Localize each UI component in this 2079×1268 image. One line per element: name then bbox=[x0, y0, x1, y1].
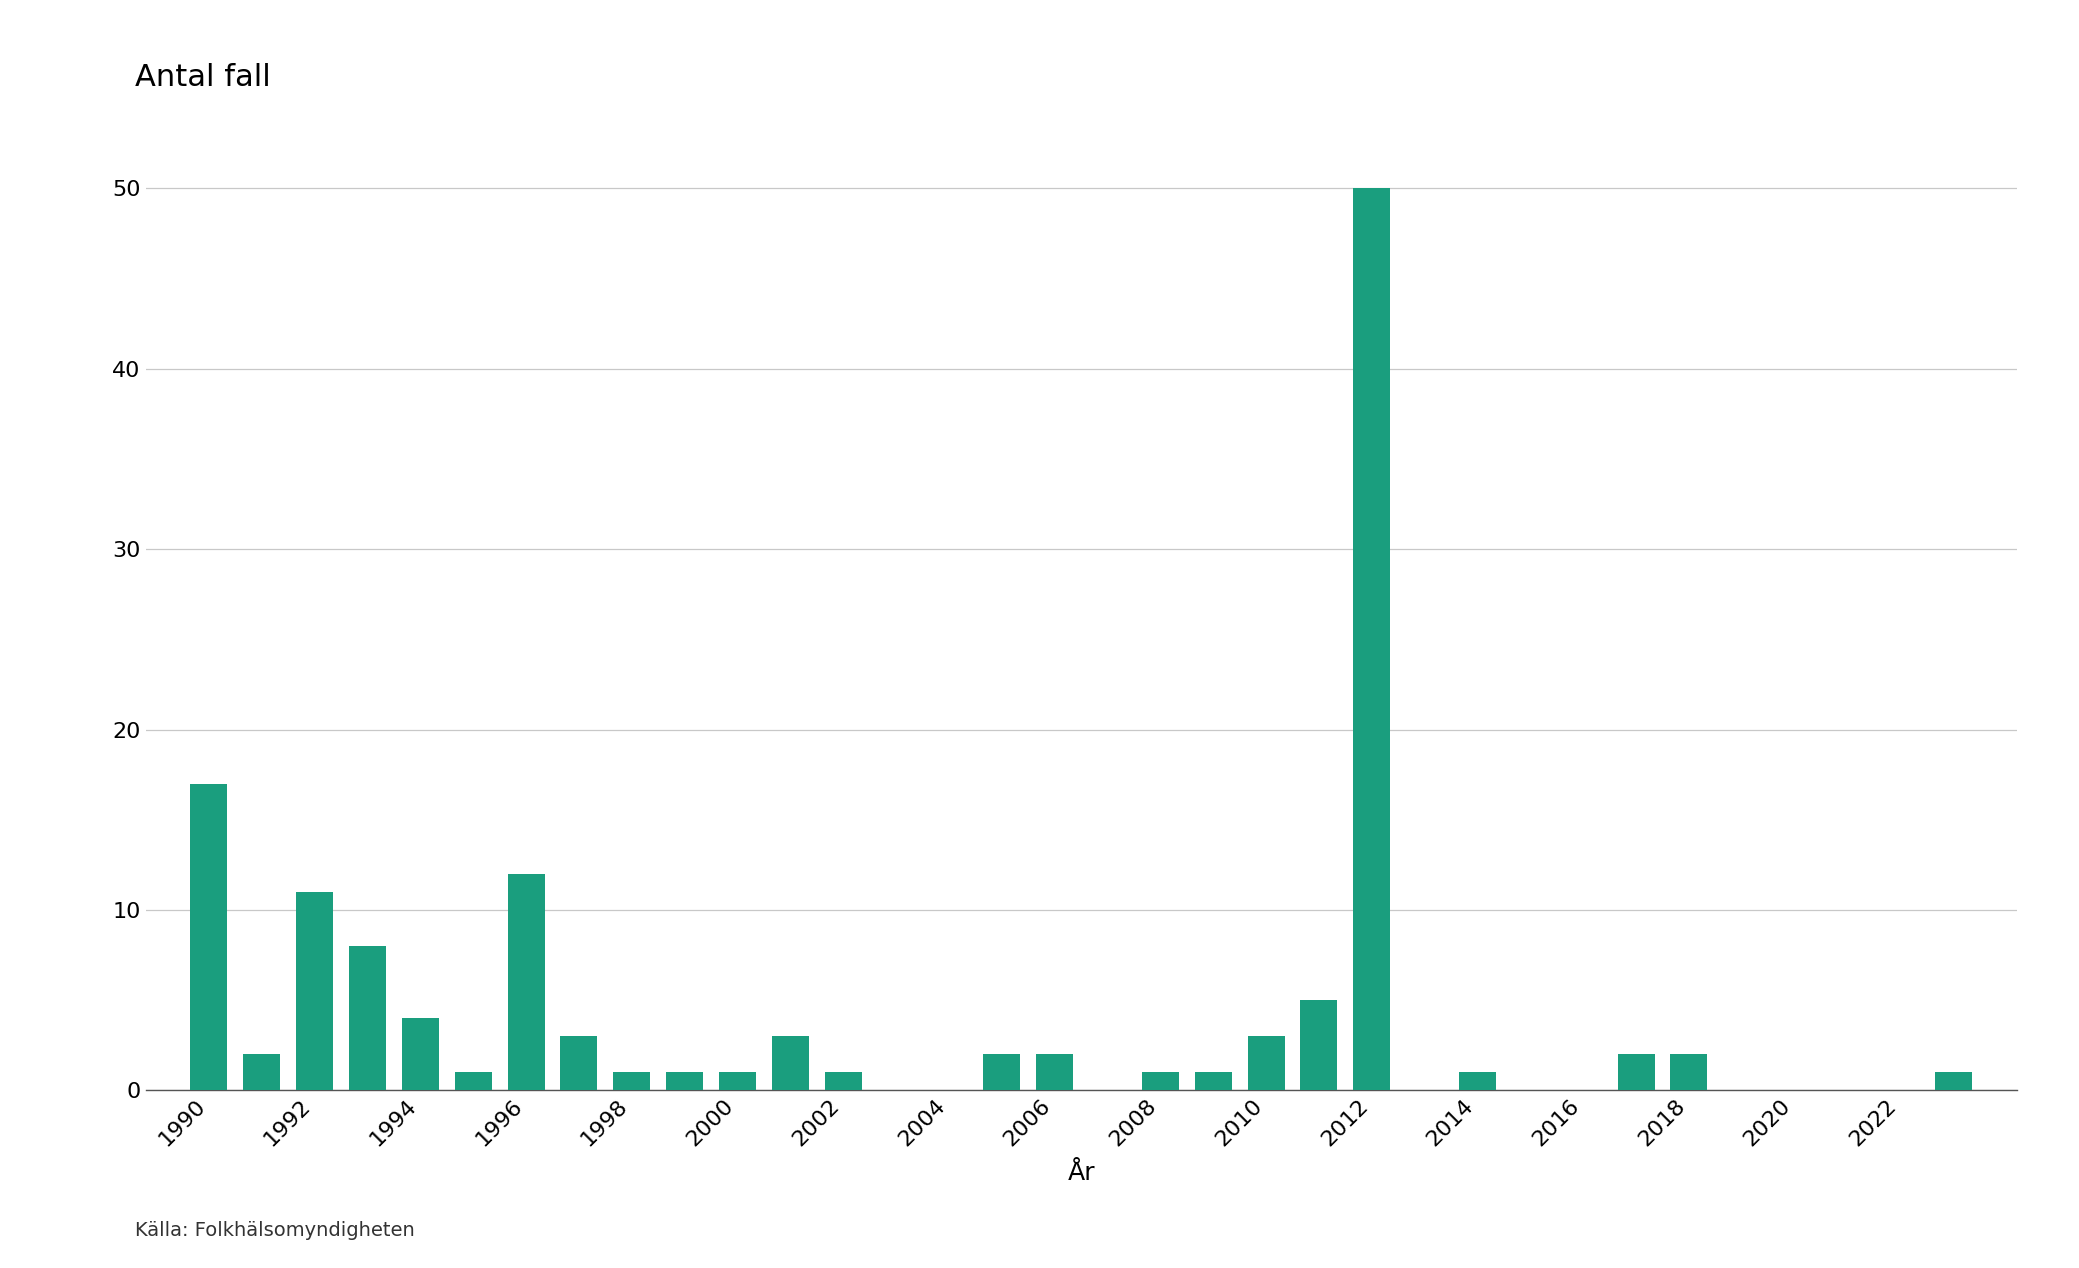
Bar bbox=[401, 1018, 439, 1090]
Bar bbox=[1301, 1000, 1337, 1090]
Bar bbox=[719, 1073, 757, 1090]
Bar bbox=[1247, 1036, 1285, 1090]
Bar bbox=[455, 1073, 493, 1090]
Bar bbox=[507, 874, 545, 1090]
Bar bbox=[771, 1036, 809, 1090]
Bar bbox=[1195, 1073, 1231, 1090]
Bar bbox=[1617, 1055, 1655, 1090]
Bar bbox=[561, 1036, 597, 1090]
Bar bbox=[665, 1073, 703, 1090]
Bar bbox=[825, 1073, 861, 1090]
Bar bbox=[1141, 1073, 1179, 1090]
Bar bbox=[191, 784, 227, 1090]
Bar bbox=[1035, 1055, 1073, 1090]
Text: Antal fall: Antal fall bbox=[135, 63, 270, 93]
Bar bbox=[983, 1055, 1021, 1090]
X-axis label: År: År bbox=[1067, 1160, 1096, 1184]
Bar bbox=[295, 891, 333, 1090]
Bar bbox=[1353, 188, 1391, 1090]
Bar bbox=[1459, 1073, 1497, 1090]
Bar bbox=[613, 1073, 651, 1090]
Bar bbox=[243, 1055, 281, 1090]
Bar bbox=[349, 946, 387, 1090]
Bar bbox=[1936, 1073, 1971, 1090]
Bar bbox=[1669, 1055, 1707, 1090]
Text: Källa: Folkhälsomyndigheten: Källa: Folkhälsomyndigheten bbox=[135, 1221, 416, 1240]
